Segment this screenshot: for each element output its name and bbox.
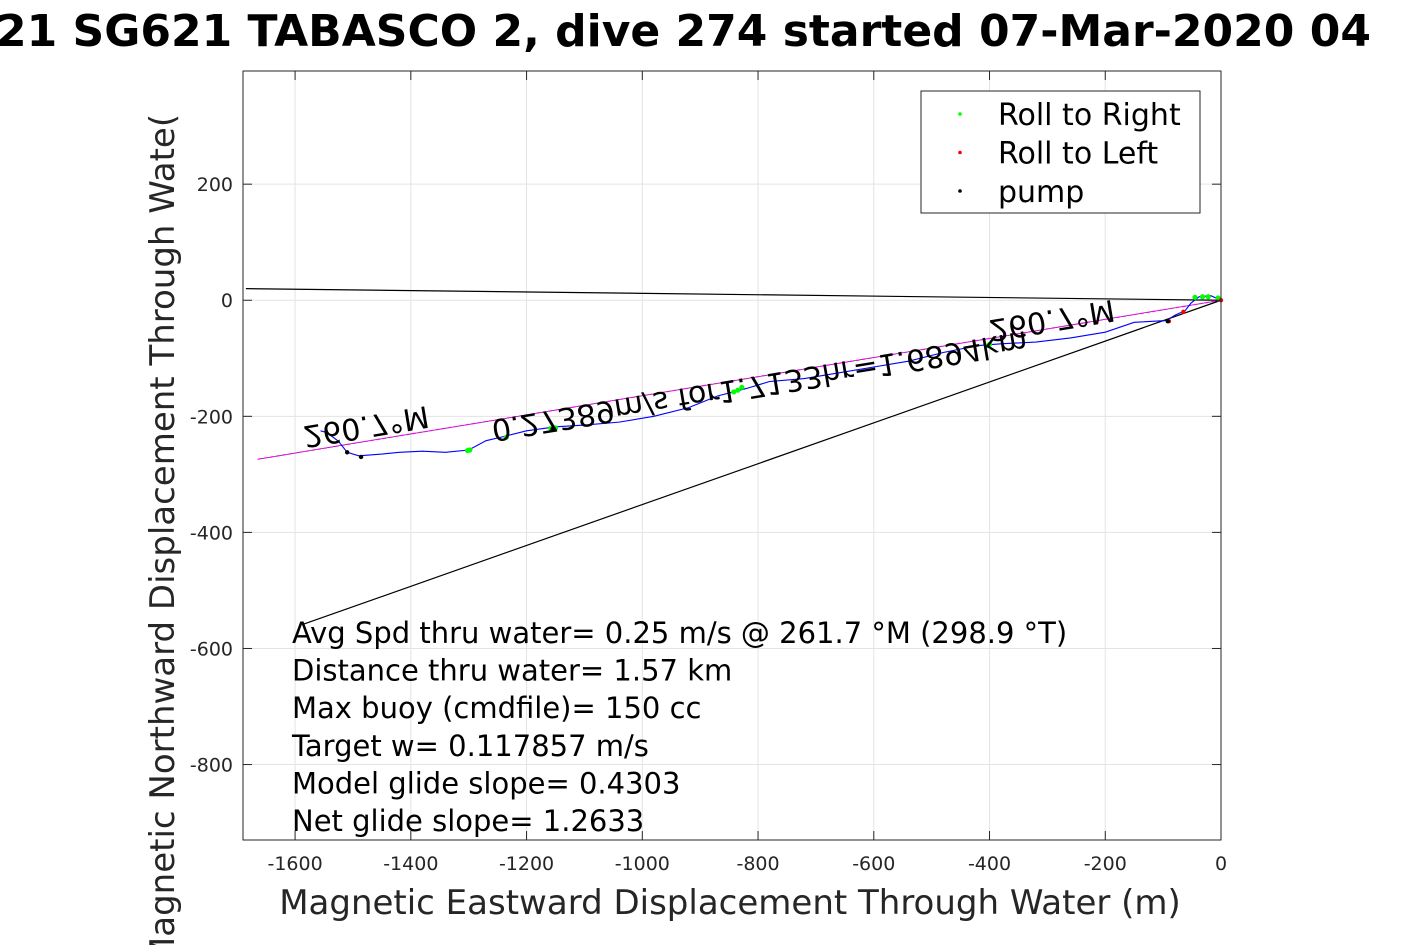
- roll-right-marker: [985, 342, 991, 349]
- x-tick-label: -200: [1084, 853, 1127, 875]
- stats-note: Avg Spd thru water= 0.25 m/s @ 261.7 °M …: [292, 616, 1067, 650]
- x-tick-label: -400: [968, 853, 1011, 875]
- roll-right-marker: [735, 387, 741, 393]
- course-line: [303, 299, 1222, 625]
- roll-left-marker: [1181, 309, 1186, 315]
- stats-note: Target w= 0.117857 m/s: [291, 729, 649, 763]
- pump-marker: [1165, 318, 1170, 324]
- legend-entry: pump: [998, 175, 1084, 210]
- plot-area: 260.7°M 0.27389m/s for1.7133hr=1.6894km26…: [242, 70, 1224, 841]
- legend-marker: [958, 189, 962, 193]
- heading-line: [257, 299, 1222, 460]
- y-tick-label: -600: [190, 638, 233, 660]
- x-tick-label: -600: [852, 853, 895, 875]
- x-tick-label: -1000: [615, 853, 670, 875]
- x-tick-label: -800: [736, 853, 779, 875]
- track-line: [320, 295, 1222, 457]
- legend-entry: Roll to Left: [998, 137, 1158, 172]
- north-reference: [245, 288, 1222, 301]
- stats-note: Net glide slope= 1.2633: [292, 804, 644, 838]
- y-tick-label: -200: [190, 406, 233, 428]
- stats-notes: Avg Spd thru water= 0.25 m/s @ 261.7 °M …: [291, 616, 1067, 838]
- roll-right-marker: [1199, 294, 1206, 300]
- roll-right-marker: [503, 434, 509, 440]
- roll-right-marker: [1192, 294, 1198, 300]
- x-tick-labels: -1600 -1400 -1200 -1000 -800 -600 -400 -200 0: [267, 853, 1227, 875]
- legend-marker: [958, 150, 962, 155]
- glider-track: [320, 295, 1222, 457]
- y-axis-label: Magnetic Northward Displacement Through …: [143, 114, 183, 945]
- chart-title: 21 SG621 TABASCO 2, dive 274 started 07-…: [0, 6, 1371, 57]
- roll-pump-markers: [344, 294, 1224, 460]
- x-tick-label: -1600: [267, 853, 322, 875]
- legend-marker: [958, 112, 962, 116]
- x-tick-label: -1400: [383, 853, 438, 875]
- legend-entry: Roll to Right: [998, 98, 1181, 133]
- x-tick-label: -1200: [499, 853, 554, 875]
- reference-lines: [245, 288, 1222, 625]
- legend-box: [920, 90, 1201, 214]
- x-axis-label: Magnetic Eastward Displacement Through W…: [279, 883, 1181, 923]
- pump-marker: [550, 426, 555, 432]
- x-tick-label: 0: [1215, 853, 1227, 875]
- stats-note: Max buoy (cmdfile)= 150 cc: [292, 691, 701, 725]
- y-tick-label: -400: [190, 522, 233, 544]
- roll-right-marker: [1205, 294, 1211, 300]
- y-tick-label: -800: [190, 755, 233, 777]
- pump-marker: [344, 450, 350, 455]
- plot-border: [242, 70, 1222, 841]
- stats-note: Model glide slope= 0.4303: [292, 766, 680, 800]
- pump-marker: [358, 454, 364, 460]
- stats-note: Distance thru water= 1.57 km: [292, 654, 732, 688]
- y-tick-label: 0: [221, 290, 233, 312]
- roll-right-marker: [731, 389, 737, 395]
- y-tick-labels: 200 0 -200 -400 -600 -800: [190, 174, 233, 776]
- tick-marks: [243, 71, 1222, 840]
- roll-right-marker: [739, 384, 745, 390]
- y-tick-label: 200: [197, 174, 233, 196]
- roll-right-marker: [464, 447, 471, 454]
